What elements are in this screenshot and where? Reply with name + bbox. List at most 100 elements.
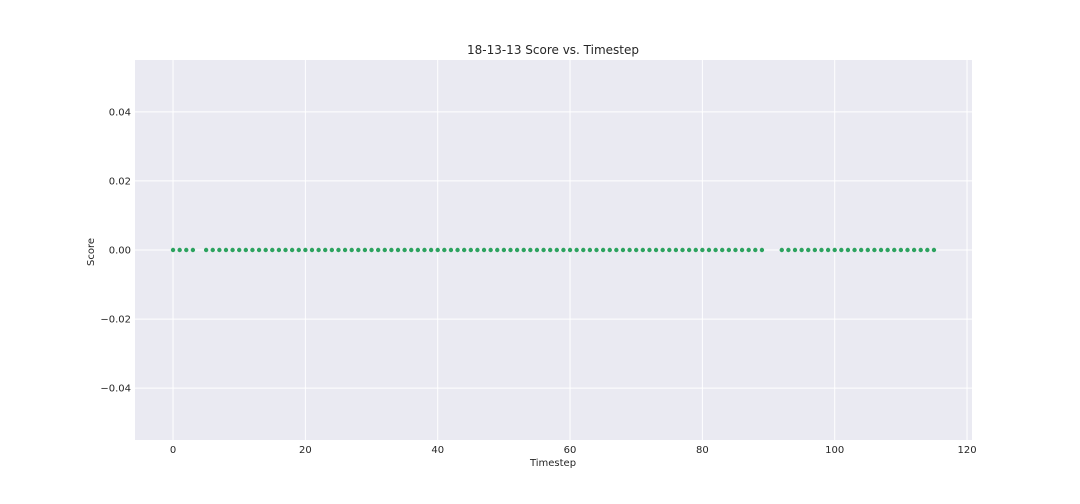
data-point — [792, 247, 798, 253]
data-point — [435, 247, 440, 253]
data-point — [521, 247, 526, 253]
data-point — [600, 247, 606, 253]
data-point — [547, 247, 553, 253]
data-point — [753, 247, 758, 253]
data-point — [640, 247, 646, 253]
y-tick-label: 0.04 — [109, 107, 131, 118]
data-point — [230, 247, 235, 253]
data-point — [647, 247, 652, 253]
x-tick-labels: 0 20 40 60 80 100 120 — [170, 445, 977, 456]
data-point — [786, 247, 791, 253]
data-point — [382, 247, 387, 253]
data-point — [395, 247, 401, 253]
x-tick-label: 60 — [564, 445, 577, 456]
data-point — [303, 247, 308, 253]
data-point — [931, 247, 937, 253]
data-point — [892, 247, 897, 253]
data-point — [289, 247, 295, 253]
data-point — [442, 247, 447, 253]
data-point — [739, 247, 745, 253]
data-point — [184, 247, 189, 253]
data-point — [567, 247, 573, 253]
data-point — [832, 247, 837, 253]
data-point — [865, 247, 870, 253]
x-tick-label: 20 — [299, 445, 312, 456]
data-point — [680, 247, 685, 253]
data-point — [925, 247, 930, 253]
data-point — [475, 247, 480, 253]
data-point — [812, 247, 818, 253]
data-point — [409, 247, 414, 253]
data-point — [422, 247, 427, 253]
data-point — [541, 247, 546, 253]
data-point — [250, 247, 255, 253]
y-tick-label: 0.00 — [109, 246, 131, 257]
data-point — [673, 247, 679, 253]
data-point — [845, 247, 851, 253]
x-tick-label: 0 — [170, 445, 176, 456]
data-point — [342, 247, 348, 253]
data-point — [878, 247, 884, 253]
data-point — [256, 247, 262, 253]
data-point — [594, 247, 599, 253]
x-tick-label: 80 — [696, 445, 709, 456]
data-point — [693, 247, 698, 253]
data-point — [177, 247, 182, 253]
data-point — [839, 247, 844, 253]
data-point — [779, 247, 784, 253]
data-point — [554, 247, 560, 253]
data-point — [309, 247, 315, 253]
data-point — [336, 247, 341, 253]
data-point — [759, 247, 765, 253]
data-point — [461, 247, 467, 253]
data-point — [283, 247, 288, 253]
data-point — [806, 247, 811, 253]
data-point — [885, 247, 890, 253]
data-point — [819, 247, 824, 253]
data-point — [203, 247, 209, 253]
data-point — [733, 247, 738, 253]
data-point — [237, 247, 242, 253]
data-point — [375, 247, 381, 253]
data-point — [170, 247, 176, 253]
data-point — [362, 247, 368, 253]
data-point — [686, 247, 692, 253]
y-axis-label: Score — [86, 238, 97, 266]
data-point — [713, 247, 718, 253]
data-point — [534, 247, 540, 253]
data-point — [316, 247, 321, 253]
data-point — [369, 247, 374, 253]
data-point — [634, 247, 639, 253]
data-point — [627, 247, 632, 253]
data-point — [270, 247, 275, 253]
data-point — [455, 247, 460, 253]
data-point — [911, 247, 917, 253]
data-point — [243, 247, 249, 253]
x-tick-label: 120 — [957, 445, 976, 456]
data-point — [514, 247, 520, 253]
chart-title: 18-13-13 Score vs. Timestep — [467, 43, 639, 57]
y-tick-label: 0.02 — [109, 176, 131, 187]
x-tick-label: 100 — [825, 445, 844, 456]
data-point — [918, 247, 923, 253]
data-point — [481, 247, 487, 253]
data-point — [223, 247, 229, 253]
data-point — [653, 247, 659, 253]
data-point — [720, 247, 725, 253]
data-point — [389, 247, 394, 253]
data-point — [898, 247, 904, 253]
data-point — [495, 247, 500, 253]
data-point — [276, 247, 282, 253]
data-point — [488, 247, 493, 253]
data-point — [905, 247, 910, 253]
data-point — [329, 247, 335, 253]
data-points — [170, 247, 937, 253]
data-point — [706, 247, 712, 253]
data-point — [190, 247, 196, 253]
data-point — [667, 247, 672, 253]
data-point — [852, 247, 857, 253]
data-point — [428, 247, 434, 253]
data-point — [508, 247, 513, 253]
data-point — [581, 247, 586, 253]
